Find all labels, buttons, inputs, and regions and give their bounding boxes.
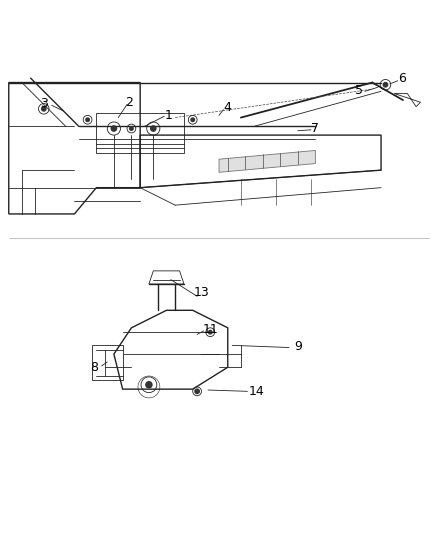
Text: 11: 11	[202, 322, 218, 336]
Circle shape	[86, 118, 89, 122]
Text: 14: 14	[248, 385, 264, 398]
Circle shape	[151, 126, 156, 131]
Text: 13: 13	[194, 286, 209, 300]
Circle shape	[146, 382, 152, 388]
Text: 1: 1	[165, 109, 173, 122]
Circle shape	[191, 118, 194, 122]
Text: 6: 6	[398, 71, 406, 85]
Text: 4: 4	[224, 101, 232, 115]
Circle shape	[130, 127, 133, 130]
Text: 8: 8	[90, 361, 98, 374]
Circle shape	[195, 389, 199, 393]
Polygon shape	[219, 150, 315, 172]
Circle shape	[42, 107, 46, 111]
Text: 5: 5	[355, 84, 363, 97]
Circle shape	[208, 330, 212, 334]
Text: 9: 9	[294, 340, 302, 353]
Text: 2: 2	[125, 96, 133, 109]
Text: 3: 3	[40, 97, 48, 110]
Circle shape	[111, 126, 117, 131]
Circle shape	[383, 83, 388, 87]
Text: 7: 7	[311, 122, 319, 135]
